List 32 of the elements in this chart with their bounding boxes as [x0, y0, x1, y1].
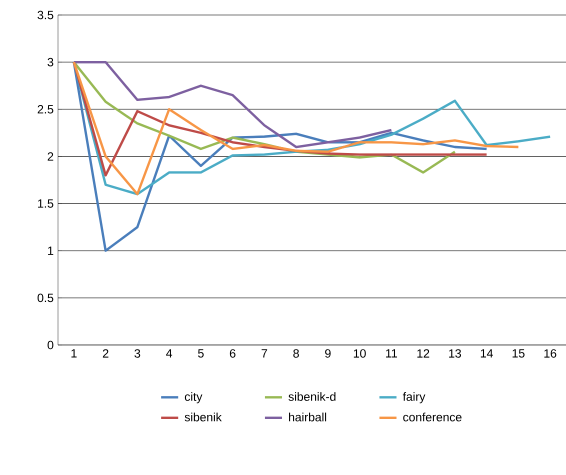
y-tick-label: 0: [48, 340, 54, 350]
x-tick-label: 15: [512, 349, 525, 358]
y-tick-label: 2.5: [38, 105, 54, 114]
legend-label: hairball: [289, 412, 326, 422]
x-tick-label: 6: [230, 349, 236, 358]
legend-label: conference: [403, 412, 462, 422]
y-tick-label: 3.5: [38, 10, 54, 20]
x-tick-label: 2: [102, 349, 108, 358]
x-tick-label: 4: [166, 349, 172, 358]
y-tick-label: 3: [48, 58, 54, 66]
legend-label: sibenik-d: [288, 392, 336, 401]
legend-label: fairy: [402, 392, 426, 404]
y-tick-label: 2: [48, 152, 54, 161]
x-tick-label: 5: [198, 349, 204, 358]
legend-label: sibenik: [184, 412, 222, 422]
y-tick-label: 1.5: [38, 199, 54, 208]
x-tick-label: 13: [449, 349, 462, 358]
x-tick-label: 11: [386, 349, 398, 358]
x-tick-label: 9: [325, 349, 331, 358]
line-series: [72, 60, 393, 148]
legend-label: city: [184, 392, 202, 404]
x-tick-label: 14: [480, 349, 493, 358]
x-tick-label: 3: [134, 349, 140, 358]
y-tick-label: 1: [48, 246, 54, 255]
x-tick-label: 10: [354, 349, 366, 358]
x-tick-label: 8: [293, 349, 299, 358]
x-tick-label: 16: [544, 349, 556, 358]
x-tick-label: 12: [417, 349, 430, 358]
x-tick-label: 1: [71, 349, 77, 358]
line-series: [72, 60, 488, 252]
y-tick-label: 0.5: [38, 294, 54, 302]
x-tick-label: 7: [262, 349, 268, 358]
